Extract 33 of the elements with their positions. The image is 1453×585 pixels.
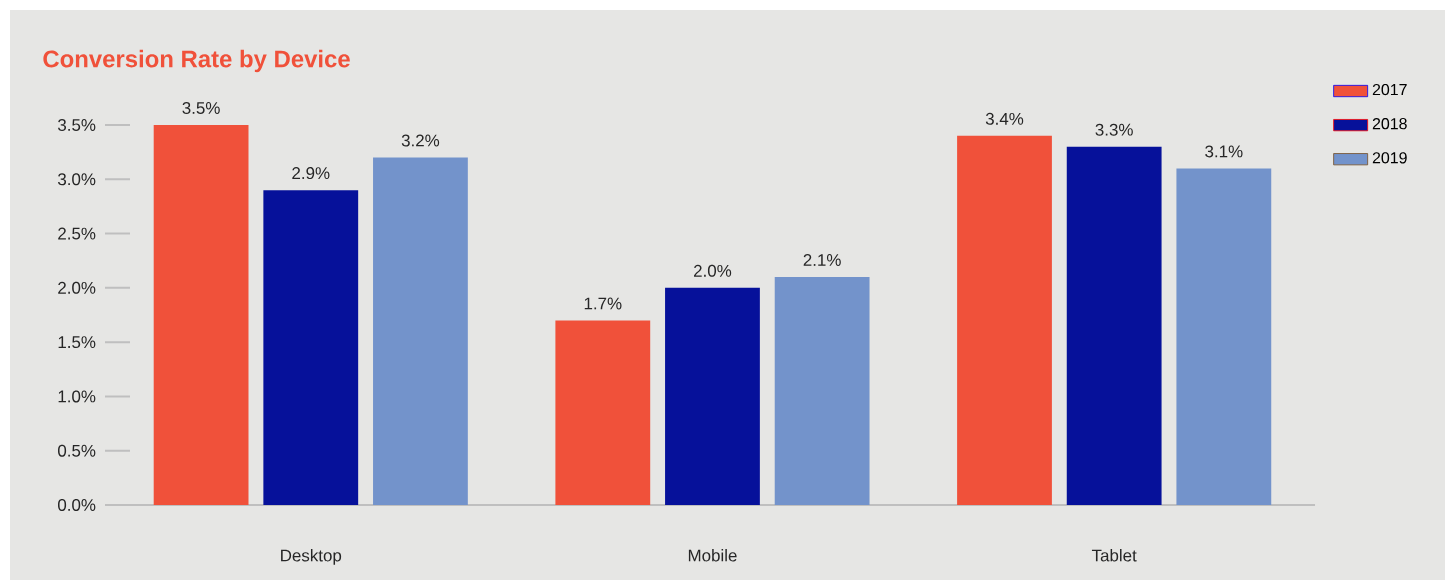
- data-label: 3.2%: [401, 134, 440, 147]
- x-tick-label: Tablet: [1091, 549, 1137, 562]
- legend-label: 2018: [1372, 118, 1407, 130]
- data-label: 2.9%: [292, 167, 330, 180]
- data-label: 1.7%: [584, 297, 622, 310]
- data-label: 2.0%: [694, 264, 732, 277]
- data-label: 3.5%: [182, 101, 220, 114]
- y-tick-label: 2.5%: [58, 227, 96, 240]
- chart-title: Conversion Rate by Device: [43, 49, 350, 73]
- y-tick-label: 1.0%: [58, 390, 96, 403]
- y-tick-label: 3.0%: [58, 173, 96, 186]
- bar: [774, 277, 870, 505]
- data-label: 2.1%: [803, 254, 841, 266]
- x-tick-label: Desktop: [281, 549, 342, 565]
- bar: [373, 157, 468, 505]
- x-tick-label: Mobile: [688, 549, 737, 562]
- bar: [1066, 146, 1162, 505]
- bar: [555, 320, 651, 505]
- y-tick-label: 3.5%: [58, 119, 96, 131]
- legend-label: 2017: [1372, 83, 1407, 96]
- bar: [1176, 168, 1272, 505]
- legend-label: 2019: [1372, 152, 1407, 164]
- data-label: 3.1%: [1205, 145, 1243, 158]
- bar: [263, 190, 359, 505]
- y-tick-label: 0.5%: [58, 444, 96, 457]
- data-label: 3.4%: [985, 112, 1024, 125]
- bar: [153, 125, 249, 505]
- y-tick-label: 0.0%: [58, 499, 96, 511]
- data-label: 3.3%: [1095, 123, 1133, 136]
- bar: [665, 287, 760, 505]
- y-tick-label: 1.5%: [58, 336, 96, 349]
- bar: [957, 135, 1052, 505]
- y-tick-label: 2.0%: [58, 281, 96, 294]
